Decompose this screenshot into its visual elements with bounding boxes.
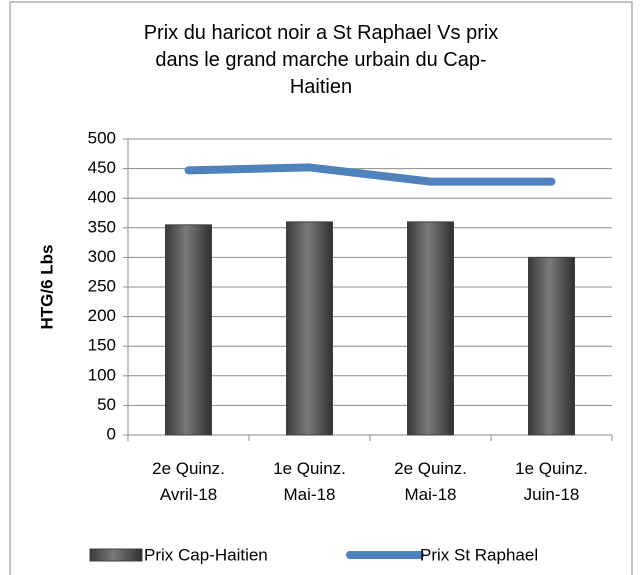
y-axis-label: HTG/6 Lbs bbox=[37, 244, 56, 329]
x-tick-label: 2e Quinz. Avril-18 bbox=[152, 459, 225, 504]
y-tick-label: 300 bbox=[88, 247, 116, 266]
legend-label: Prix St Raphael bbox=[420, 545, 538, 564]
legend-label: Prix Cap-Haitien bbox=[144, 545, 268, 564]
bar bbox=[528, 256, 575, 436]
y-tick-label: 0 bbox=[107, 424, 116, 443]
y-tick-label: 50 bbox=[97, 395, 116, 414]
bar bbox=[286, 221, 333, 436]
x-tick-label: 1e Quinz. Juin-18 bbox=[515, 459, 588, 504]
y-tick-label: 150 bbox=[88, 336, 116, 355]
x-tick-label: 1e Quinz. Mai-18 bbox=[273, 459, 346, 504]
chart-border bbox=[9, 1, 633, 575]
y-tick-label: 100 bbox=[88, 365, 116, 384]
y-tick-label: 450 bbox=[88, 158, 116, 177]
bar bbox=[407, 221, 454, 436]
chart-title: Prix du haricot noir a St Raphael Vs pri… bbox=[143, 22, 499, 98]
legend-swatch bbox=[89, 548, 143, 562]
y-tick-label: 250 bbox=[88, 276, 116, 295]
bar bbox=[165, 224, 212, 436]
line bbox=[184, 163, 556, 186]
y-tick-label: 200 bbox=[88, 306, 116, 325]
x-tick-label: 2e Quinz. Mai-18 bbox=[394, 459, 467, 504]
y-tick-label: 500 bbox=[88, 128, 116, 147]
y-tick-label: 400 bbox=[88, 188, 116, 207]
y-tick-label: 350 bbox=[88, 217, 116, 236]
